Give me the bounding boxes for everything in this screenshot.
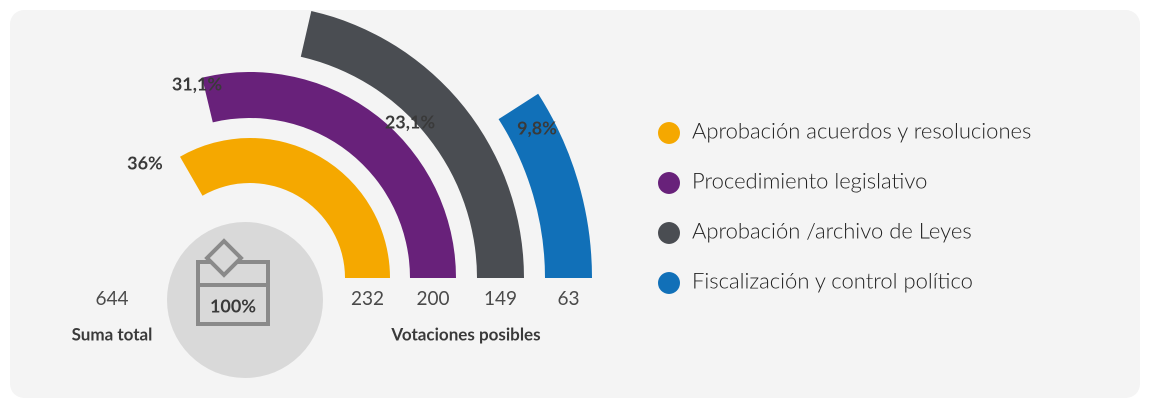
legend-marker xyxy=(658,122,680,144)
arc-bar xyxy=(202,72,456,279)
arc-bar xyxy=(180,137,390,278)
arc-bar xyxy=(300,10,524,278)
total-label: 100% xyxy=(210,295,256,317)
value-label: 232 xyxy=(351,287,384,310)
percent-label: 9,8% xyxy=(517,117,557,139)
legend-label: Procedimiento legislativo xyxy=(692,166,927,193)
legend-marker xyxy=(658,272,680,294)
legend-label: Aprobación /archivo de Leyes xyxy=(692,216,972,243)
arc-bar xyxy=(498,93,592,278)
ballot-icon xyxy=(196,238,270,326)
total-name: Suma total xyxy=(72,323,153,344)
percent-label: 23,1% xyxy=(385,111,436,133)
total-label-bg xyxy=(200,288,266,322)
legend-marker xyxy=(658,172,680,194)
value-label: 200 xyxy=(416,287,449,310)
legend-label: Aprobación acuerdos y resoluciones xyxy=(692,116,1031,143)
percent-label: 36% xyxy=(127,152,163,174)
series-name: Votaciones posibles xyxy=(390,323,540,344)
legend-label: Fiscalización y control político xyxy=(692,266,973,293)
value-label: 149 xyxy=(484,287,517,310)
total-value: 644 xyxy=(95,287,128,310)
percent-label: 31,1% xyxy=(172,73,223,95)
value-label: 63 xyxy=(557,287,579,310)
legend-marker xyxy=(658,222,680,244)
